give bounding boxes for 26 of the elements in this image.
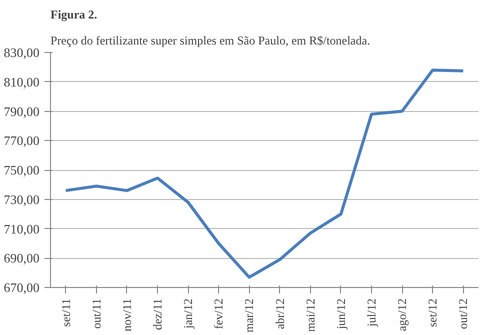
y-tick-label: 690,00 (4, 250, 40, 266)
x-tick-label: out/12 (456, 298, 470, 330)
x-tick-label: jun/12 (334, 298, 348, 330)
y-tick-label: 790,00 (4, 104, 40, 119)
x-tick-label: mar/12 (242, 298, 256, 332)
y-tick-label: 730,00 (4, 192, 40, 207)
x-tick-label: out/11 (89, 298, 104, 329)
y-tick-label: 770,00 (4, 133, 40, 148)
x-tick-label: jan/12 (181, 298, 196, 330)
x-tick-label: fev/12 (212, 298, 226, 330)
chart-title: Figura 2. (50, 8, 98, 22)
y-tick-label: 750,00 (4, 162, 40, 178)
y-tick-label: 830,00 (4, 45, 40, 60)
line-series (64, 68, 465, 279)
y-tick-label: 810,00 (4, 74, 40, 90)
chart-subtitle: Preço do fertilizante super simples em São Paulo, em R$/tonelada. (50, 34, 370, 48)
x-tick-label: set/11 (58, 298, 73, 327)
x-tick-label: abr/12 (272, 298, 287, 330)
x-tick-label: nov/11 (120, 298, 134, 332)
x-tick-label: jul/12 (364, 298, 378, 328)
x-tick-label: mai/12 (303, 298, 318, 332)
x-tick-label: ago/12 (395, 298, 410, 332)
y-tick-label: 670,00 (4, 280, 40, 295)
x-tick-label: dez/11 (150, 298, 164, 330)
x-tick-label: set/12 (426, 298, 440, 328)
y-tick-label: 710,00 (4, 221, 40, 236)
